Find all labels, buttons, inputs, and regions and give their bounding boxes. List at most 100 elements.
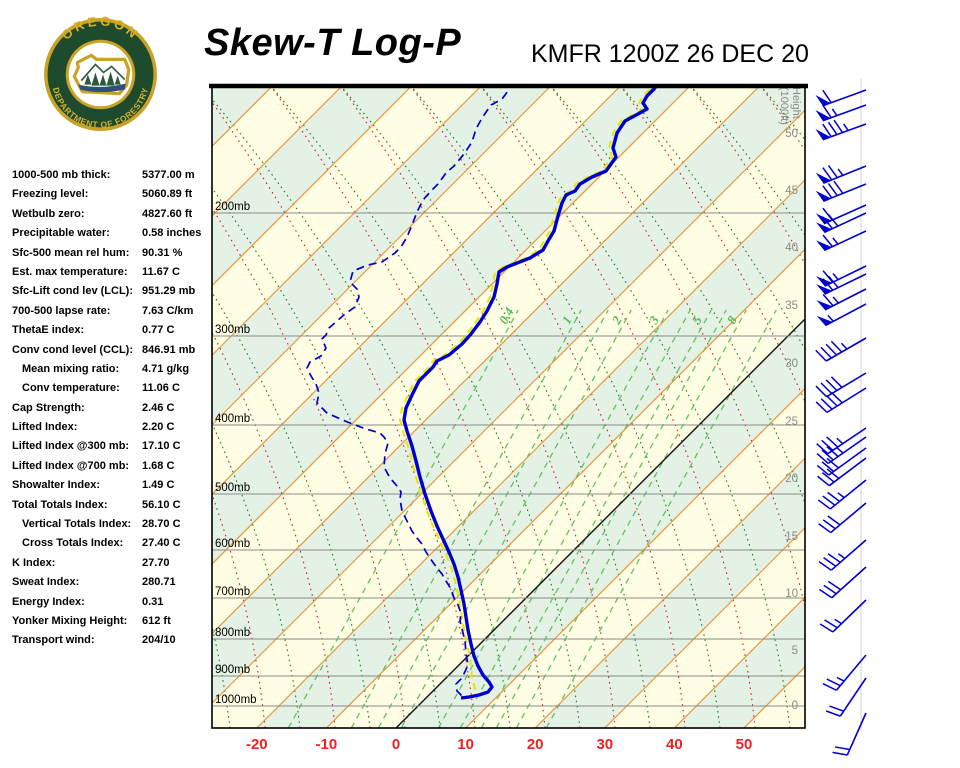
stat-label: K Index: <box>12 556 56 569</box>
stat-value: 2.20 C <box>142 421 175 434</box>
pressure-label: 800mb <box>215 627 250 639</box>
dewpoint-trace <box>306 85 509 697</box>
adiabat-red <box>830 85 960 728</box>
stat-label: Cross Totals Index: <box>22 537 124 550</box>
stat-value: 1.49 C <box>142 479 175 492</box>
stat-label: Sweat Index: <box>12 576 80 589</box>
stat-value: 7.63 C/km <box>142 304 194 317</box>
wind-barb <box>815 104 867 122</box>
height-axis-title: Height <box>790 87 802 119</box>
stat-label: Transport wind: <box>12 634 95 647</box>
temperature-trace <box>402 85 660 700</box>
isotherm <box>256 178 805 728</box>
wind-barb <box>825 677 867 717</box>
stat-row: Yonker Mixing Height: 612 ft <box>12 613 220 632</box>
height-label: 0 <box>792 700 798 712</box>
stat-label: Wetbulb zero: <box>12 207 85 220</box>
stat-row: Sfc-Lift cond lev (LCL): 951.29 mb <box>12 283 220 302</box>
isotherm <box>673 596 805 728</box>
temp-axis-label: 50 <box>736 736 753 753</box>
temp-axis-label: -10 <box>316 736 338 753</box>
height-label: 25 <box>785 416 798 428</box>
stat-value: 5060.89 ft <box>142 188 193 201</box>
wind-barb <box>815 165 867 184</box>
stat-row: 1000-500 mb thick: 5377.00 m <box>12 167 220 186</box>
adiabat-green <box>619 85 805 351</box>
isotherm <box>212 85 483 357</box>
wind-barb <box>817 479 867 510</box>
stat-label: Yonker Mixing Height: <box>12 614 128 627</box>
wind-barb <box>818 566 867 599</box>
stat-row: Total Totals Index: 56.10 C <box>12 497 220 516</box>
stat-value: 28.70 C <box>142 518 181 531</box>
mixing-ratio-line <box>400 309 632 728</box>
stat-label: Cap Strength: <box>12 401 85 414</box>
wind-barb <box>815 372 867 398</box>
odf-logo: OREGON DEPARTMENT OF FORESTRY <box>44 13 157 131</box>
stat-row: Lifted Index: 2.20 C <box>12 419 220 438</box>
stat-label: Lifted Index: <box>12 421 78 434</box>
isotherm <box>212 85 414 287</box>
stat-value: 846.91 mb <box>142 343 196 356</box>
stat-row: Est. max temperature: 11.67 C <box>12 264 220 283</box>
pressure-label: 900mb <box>215 664 250 676</box>
stat-label: Sfc-Lift cond lev (LCL): <box>12 285 133 298</box>
stat-label: Lifted Index @700 mb: <box>12 459 130 472</box>
isotherm <box>534 457 805 728</box>
adiabat-green <box>212 422 301 728</box>
indices-panel: 1000-500 mb thick: 5377.00 m Freezing leve… <box>12 167 220 652</box>
isotherm <box>0 85 204 728</box>
adiabat-green <box>212 624 231 728</box>
wind-barb <box>816 212 867 234</box>
stat-value: 0.77 C <box>142 324 175 337</box>
stat-row: K Index: 27.70 <box>12 555 220 574</box>
height-label: 15 <box>785 531 798 543</box>
adiabat-green <box>212 187 441 728</box>
stat-row: Transport wind: 204/10 <box>12 632 220 651</box>
stat-value: 11.67 C <box>142 265 180 278</box>
height-label: 10 <box>785 588 798 600</box>
wind-barb <box>822 654 867 691</box>
mixing-ratio-line <box>377 309 609 728</box>
pressure-label: 400mb <box>215 413 250 425</box>
adiabat-green <box>269 85 581 728</box>
stat-label: Conv cond level (CCL): <box>12 343 134 356</box>
wind-barb <box>815 119 867 141</box>
mixing-ratio-line <box>459 309 691 728</box>
isotherm-zero <box>395 318 805 728</box>
temp-axis-label: 40 <box>666 736 683 753</box>
stat-value: 0.31 <box>142 595 164 608</box>
stat-value: 4.71 g/kg <box>142 362 190 375</box>
plot-area <box>0 85 960 728</box>
stat-row: Cap Strength: 2.46 C <box>12 400 220 419</box>
stat-label: Vertical Totals Index: <box>22 518 132 531</box>
wind-barb <box>818 502 867 534</box>
mixing-ratio-line <box>545 309 777 728</box>
isotherm <box>325 248 805 728</box>
stat-label: Est. max temperature: <box>12 265 128 278</box>
stat-row: 700-500 lapse rate: 7.63 C/km <box>12 303 220 322</box>
stat-row: Energy Index: 0.31 <box>12 594 220 613</box>
temp-axis-label: 0 <box>392 736 400 753</box>
wind-barb <box>816 447 867 476</box>
station-time-label: KMFR 1200Z 26 DEC 20 <box>531 40 809 68</box>
wind-barb <box>815 387 867 414</box>
stat-row: Mean mixing ratio: 4.71 g/kg <box>12 361 220 380</box>
height-label: 5 <box>792 645 798 657</box>
stat-label: Showalter Index: <box>12 479 101 492</box>
wind-barb <box>816 273 867 295</box>
stat-label: Mean mixing ratio: <box>22 362 120 375</box>
temp-band <box>0 85 134 728</box>
stat-label: Conv temperature: <box>22 382 120 395</box>
stat-value: 5377.00 m <box>142 169 195 181</box>
wind-barb <box>815 337 867 362</box>
pressure-label: 500mb <box>215 482 250 494</box>
wind-barb <box>816 265 867 287</box>
isotherm <box>212 85 692 565</box>
stat-label: Energy Index: <box>12 595 85 608</box>
temp-axis-label: 20 <box>527 736 544 753</box>
wind-barb <box>815 180 867 202</box>
wind-barb <box>816 230 867 252</box>
stat-row: Showalter Index: 1.49 C <box>12 477 220 496</box>
stat-value: 2.46 C <box>142 401 175 414</box>
